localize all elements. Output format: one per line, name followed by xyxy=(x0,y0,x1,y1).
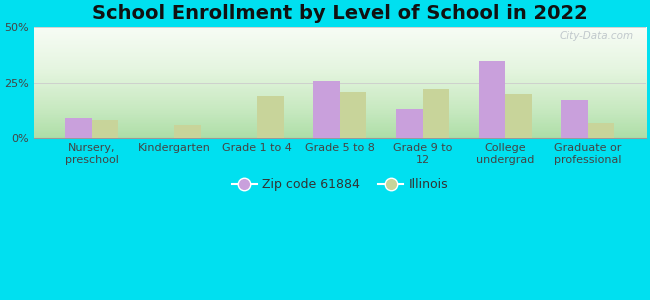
Legend: Zip code 61884, Illinois: Zip code 61884, Illinois xyxy=(227,173,453,196)
Bar xyxy=(257,96,283,138)
Bar xyxy=(174,125,201,138)
Bar xyxy=(588,123,614,138)
Bar xyxy=(396,109,422,138)
Bar xyxy=(340,92,366,138)
Bar xyxy=(92,120,118,138)
Bar xyxy=(313,81,340,138)
Title: School Enrollment by Level of School in 2022: School Enrollment by Level of School in … xyxy=(92,4,588,23)
Bar xyxy=(505,94,532,138)
Bar xyxy=(65,118,92,138)
Bar xyxy=(479,61,505,138)
Text: City-Data.com: City-Data.com xyxy=(560,31,634,41)
Bar xyxy=(562,100,588,138)
Bar xyxy=(422,89,449,138)
